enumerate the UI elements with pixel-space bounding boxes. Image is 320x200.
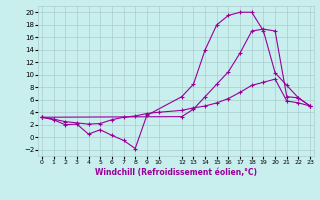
X-axis label: Windchill (Refroidissement éolien,°C): Windchill (Refroidissement éolien,°C) xyxy=(95,168,257,177)
